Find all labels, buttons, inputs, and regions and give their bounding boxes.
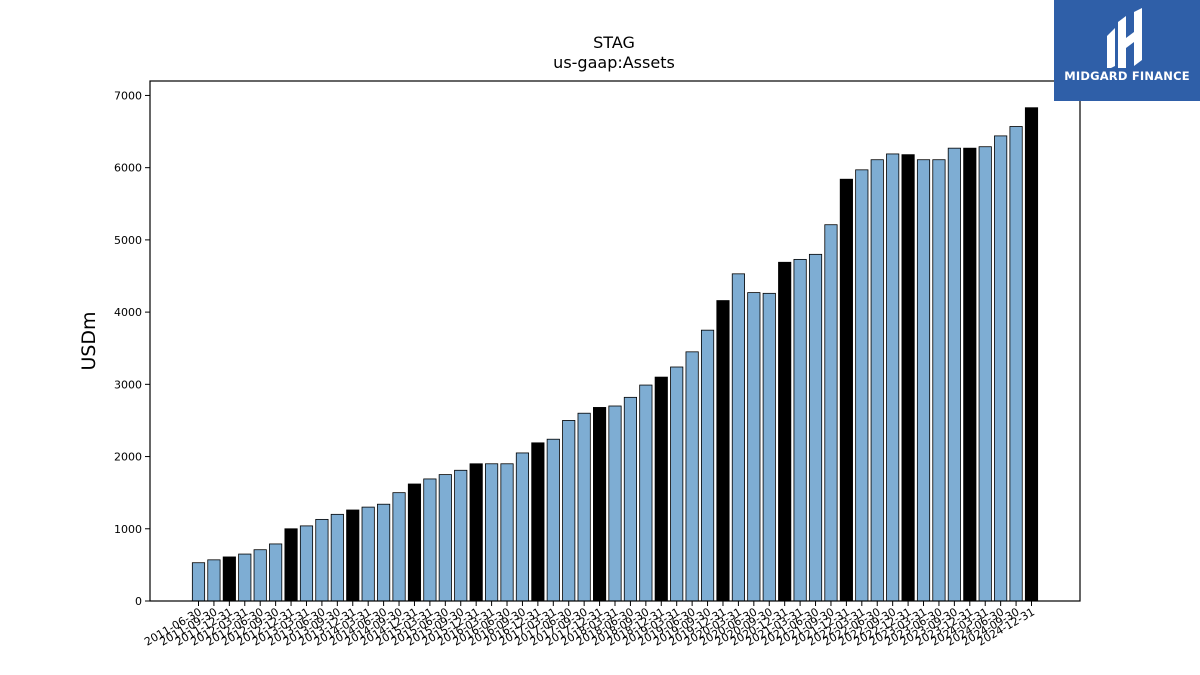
bar-2015-06-30: [438, 474, 452, 602]
bar-2019-12-31: [716, 300, 730, 602]
bar-2024-12-31: [1024, 107, 1039, 602]
bar-2024-06-30: [994, 135, 1008, 602]
y-tick-label: 2000: [114, 451, 142, 464]
bar-2015-03-31: [423, 478, 437, 602]
bar-2011-12-31: [222, 556, 236, 602]
y-tick-label: 7000: [114, 89, 142, 102]
bar-2019-06-30: [685, 351, 699, 602]
bar-2021-12-31: [839, 178, 853, 602]
bar-2012-12-31: [284, 528, 298, 602]
bar-2014-06-30: [377, 503, 391, 602]
bar-2018-03-31: [608, 405, 622, 602]
bar-2023-06-30: [932, 159, 946, 602]
bar-2020-06-30: [747, 292, 761, 602]
y-tick-label: 4000: [114, 306, 142, 319]
bar-2014-09-30: [392, 492, 406, 602]
midgard-finance-logo: MIDGARD FINANCE: [1054, 0, 1200, 101]
y-tick-label: 0: [135, 595, 142, 608]
bar-2014-03-31: [361, 506, 375, 602]
bar-2022-03-31: [855, 169, 869, 602]
bar-2012-06-30: [253, 549, 267, 602]
bar-2023-09-30: [947, 147, 961, 602]
bar-2016-09-30: [515, 452, 530, 602]
bar-2021-03-31: [793, 258, 807, 602]
bar-2013-06-30: [315, 518, 329, 602]
bar-2018-06-30: [623, 396, 638, 602]
bar-2021-06-30: [808, 253, 823, 602]
bar-2022-12-31: [901, 154, 915, 602]
bar-2019-03-31: [670, 366, 684, 602]
bar-2013-12-31: [346, 509, 360, 602]
bar-2013-03-31: [299, 525, 314, 602]
bar-2018-09-30: [639, 384, 653, 602]
bar-2019-09-30: [700, 329, 715, 602]
y-tick-label: 1000: [114, 523, 142, 536]
bar-2017-06-30: [562, 420, 576, 602]
bar-2024-03-31: [978, 146, 992, 602]
bar-2012-03-31: [238, 553, 252, 602]
bar-2017-12-31: [593, 407, 607, 602]
bar-2023-12-31: [963, 147, 977, 602]
plot-area: 010002000300040005000600070002011-06-302…: [114, 80, 1081, 649]
bar-2020-03-31: [731, 273, 745, 602]
bar-2020-09-30: [762, 292, 776, 602]
bar-2011-09-30: [207, 559, 221, 602]
bar-2015-12-31: [469, 463, 483, 602]
bar-2022-06-30: [870, 159, 884, 602]
bar-2023-03-31: [916, 159, 931, 602]
chart-title: STAG: [593, 33, 635, 52]
bar-2016-03-31: [485, 463, 499, 602]
bar-2022-09-30: [886, 153, 900, 602]
bar-2013-09-30: [330, 513, 344, 602]
bar-2014-12-31: [407, 483, 422, 602]
bar-2024-09-30: [1009, 126, 1023, 602]
y-tick-label: 5000: [114, 234, 142, 247]
logo-text: MIDGARD FINANCE: [1064, 69, 1190, 83]
y-tick-label: 3000: [114, 378, 142, 391]
bar-2018-12-31: [654, 376, 668, 602]
bar-2016-06-30: [500, 463, 514, 602]
bar-2011-06-30: [191, 562, 206, 602]
bar-2021-09-30: [824, 224, 838, 602]
chart-subtitle: us-gaap:Assets: [553, 53, 675, 72]
bar-2012-09-30: [269, 543, 283, 602]
bar-2020-12-31: [778, 261, 792, 602]
bar-2017-03-31: [546, 438, 560, 602]
bar-2017-09-30: [577, 412, 591, 602]
y-tick-label: 6000: [114, 162, 142, 175]
bar-2015-09-30: [454, 469, 468, 602]
axes-frame: [149, 80, 1081, 602]
midgard-logo-icon: [1107, 8, 1142, 68]
y-axis-label: USDm: [78, 311, 100, 370]
bar-2016-12-31: [531, 442, 545, 602]
